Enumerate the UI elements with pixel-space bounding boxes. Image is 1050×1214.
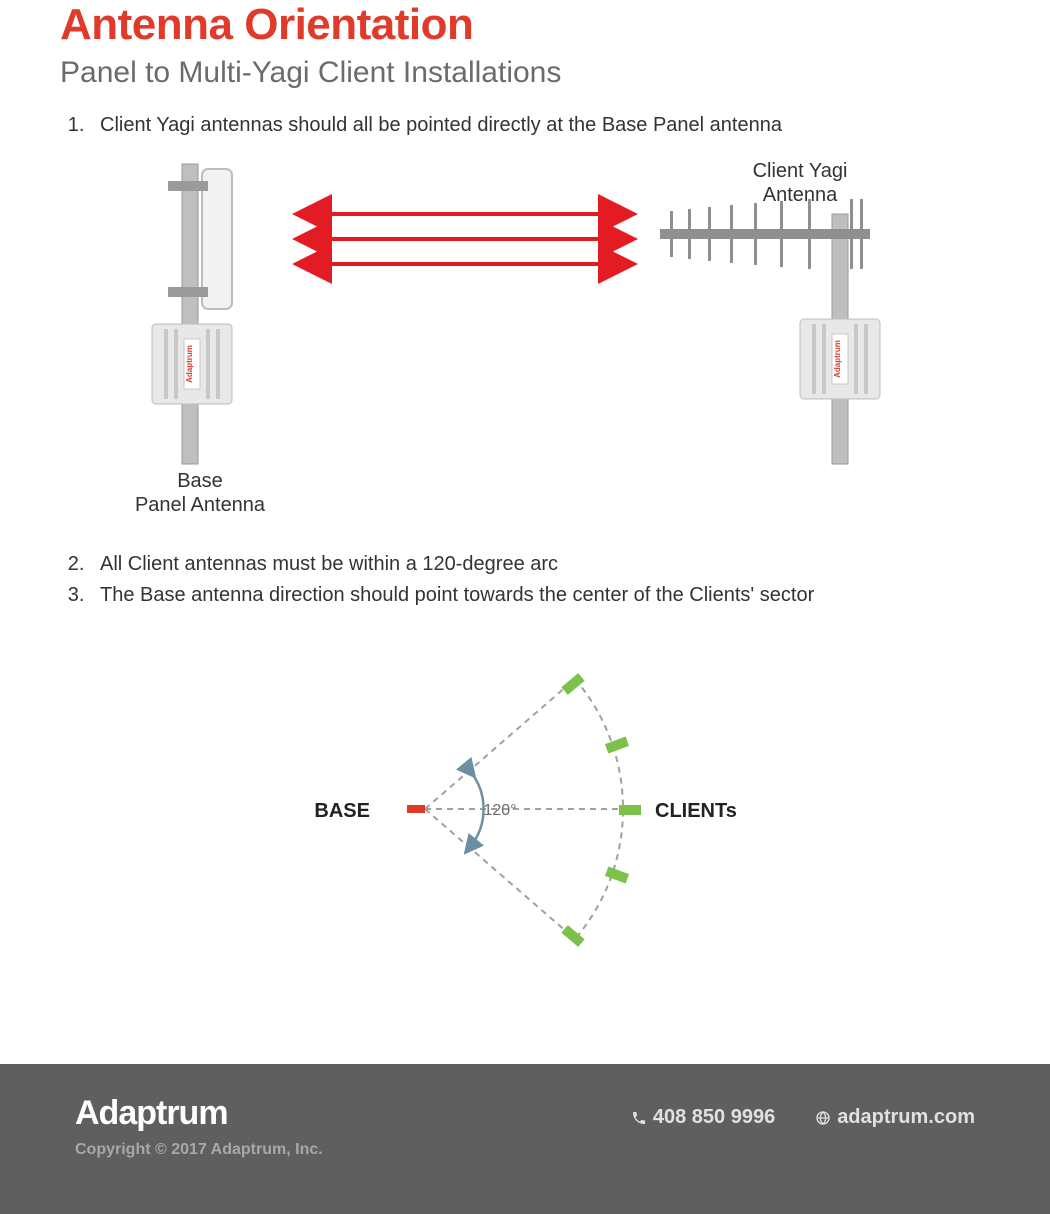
comm-arrows: [300, 214, 630, 264]
footer-brand: Adaptrum: [75, 1094, 323, 1133]
diagram2-svg: 120° BASE CLIENTs: [275, 649, 775, 969]
page-footer: Adaptrum Copyright © 2017 Adaptrum, Inc.…: [0, 1064, 1050, 1214]
step-2: All Client antennas must be within a 120…: [90, 551, 990, 578]
step-1: Client Yagi antennas should all be point…: [90, 112, 990, 139]
page-title: Antenna Orientation: [60, 0, 990, 50]
brand-small-client: Adaptrum: [833, 340, 842, 378]
sector-lines: [425, 679, 625, 939]
client-assembly: Adaptrum: [660, 199, 880, 464]
diagram-sector: 120° BASE CLIENTs: [60, 649, 990, 974]
step-3: The Base antenna direction should point …: [90, 582, 990, 609]
brand-small-base: Adaptrum: [185, 345, 194, 383]
sector-base-label: BASE: [314, 800, 370, 822]
steps-list: Client Yagi antennas should all be point…: [60, 112, 990, 139]
page-subtitle: Panel to Multi-Yagi Client Installations: [60, 56, 990, 90]
diagram-panel-yagi: Adaptrum: [60, 159, 990, 529]
footer-url: adaptrum.com: [815, 1106, 975, 1129]
phone-icon: [631, 1110, 647, 1126]
base-panel-label: BasePanel Antenna: [110, 469, 290, 517]
angle-label: 120°: [483, 802, 516, 819]
sector-clients-label: CLIENTs: [655, 800, 737, 822]
client-yagi-label: Client YagiAntenna: [710, 159, 890, 207]
footer-phone-text: 408 850 9996: [653, 1106, 775, 1129]
base-marker: [407, 805, 425, 813]
base-radio-box: Adaptrum: [152, 324, 232, 404]
footer-url-text: adaptrum.com: [837, 1106, 975, 1129]
footer-phone: 408 850 9996: [631, 1106, 775, 1129]
globe-icon: [815, 1110, 831, 1126]
footer-copyright: Copyright © 2017 Adaptrum, Inc.: [75, 1141, 323, 1159]
steps-list-2: All Client antennas must be within a 120…: [60, 551, 990, 609]
client-radio-box: Adaptrum: [800, 319, 880, 399]
base-assembly: Adaptrum: [152, 164, 232, 464]
